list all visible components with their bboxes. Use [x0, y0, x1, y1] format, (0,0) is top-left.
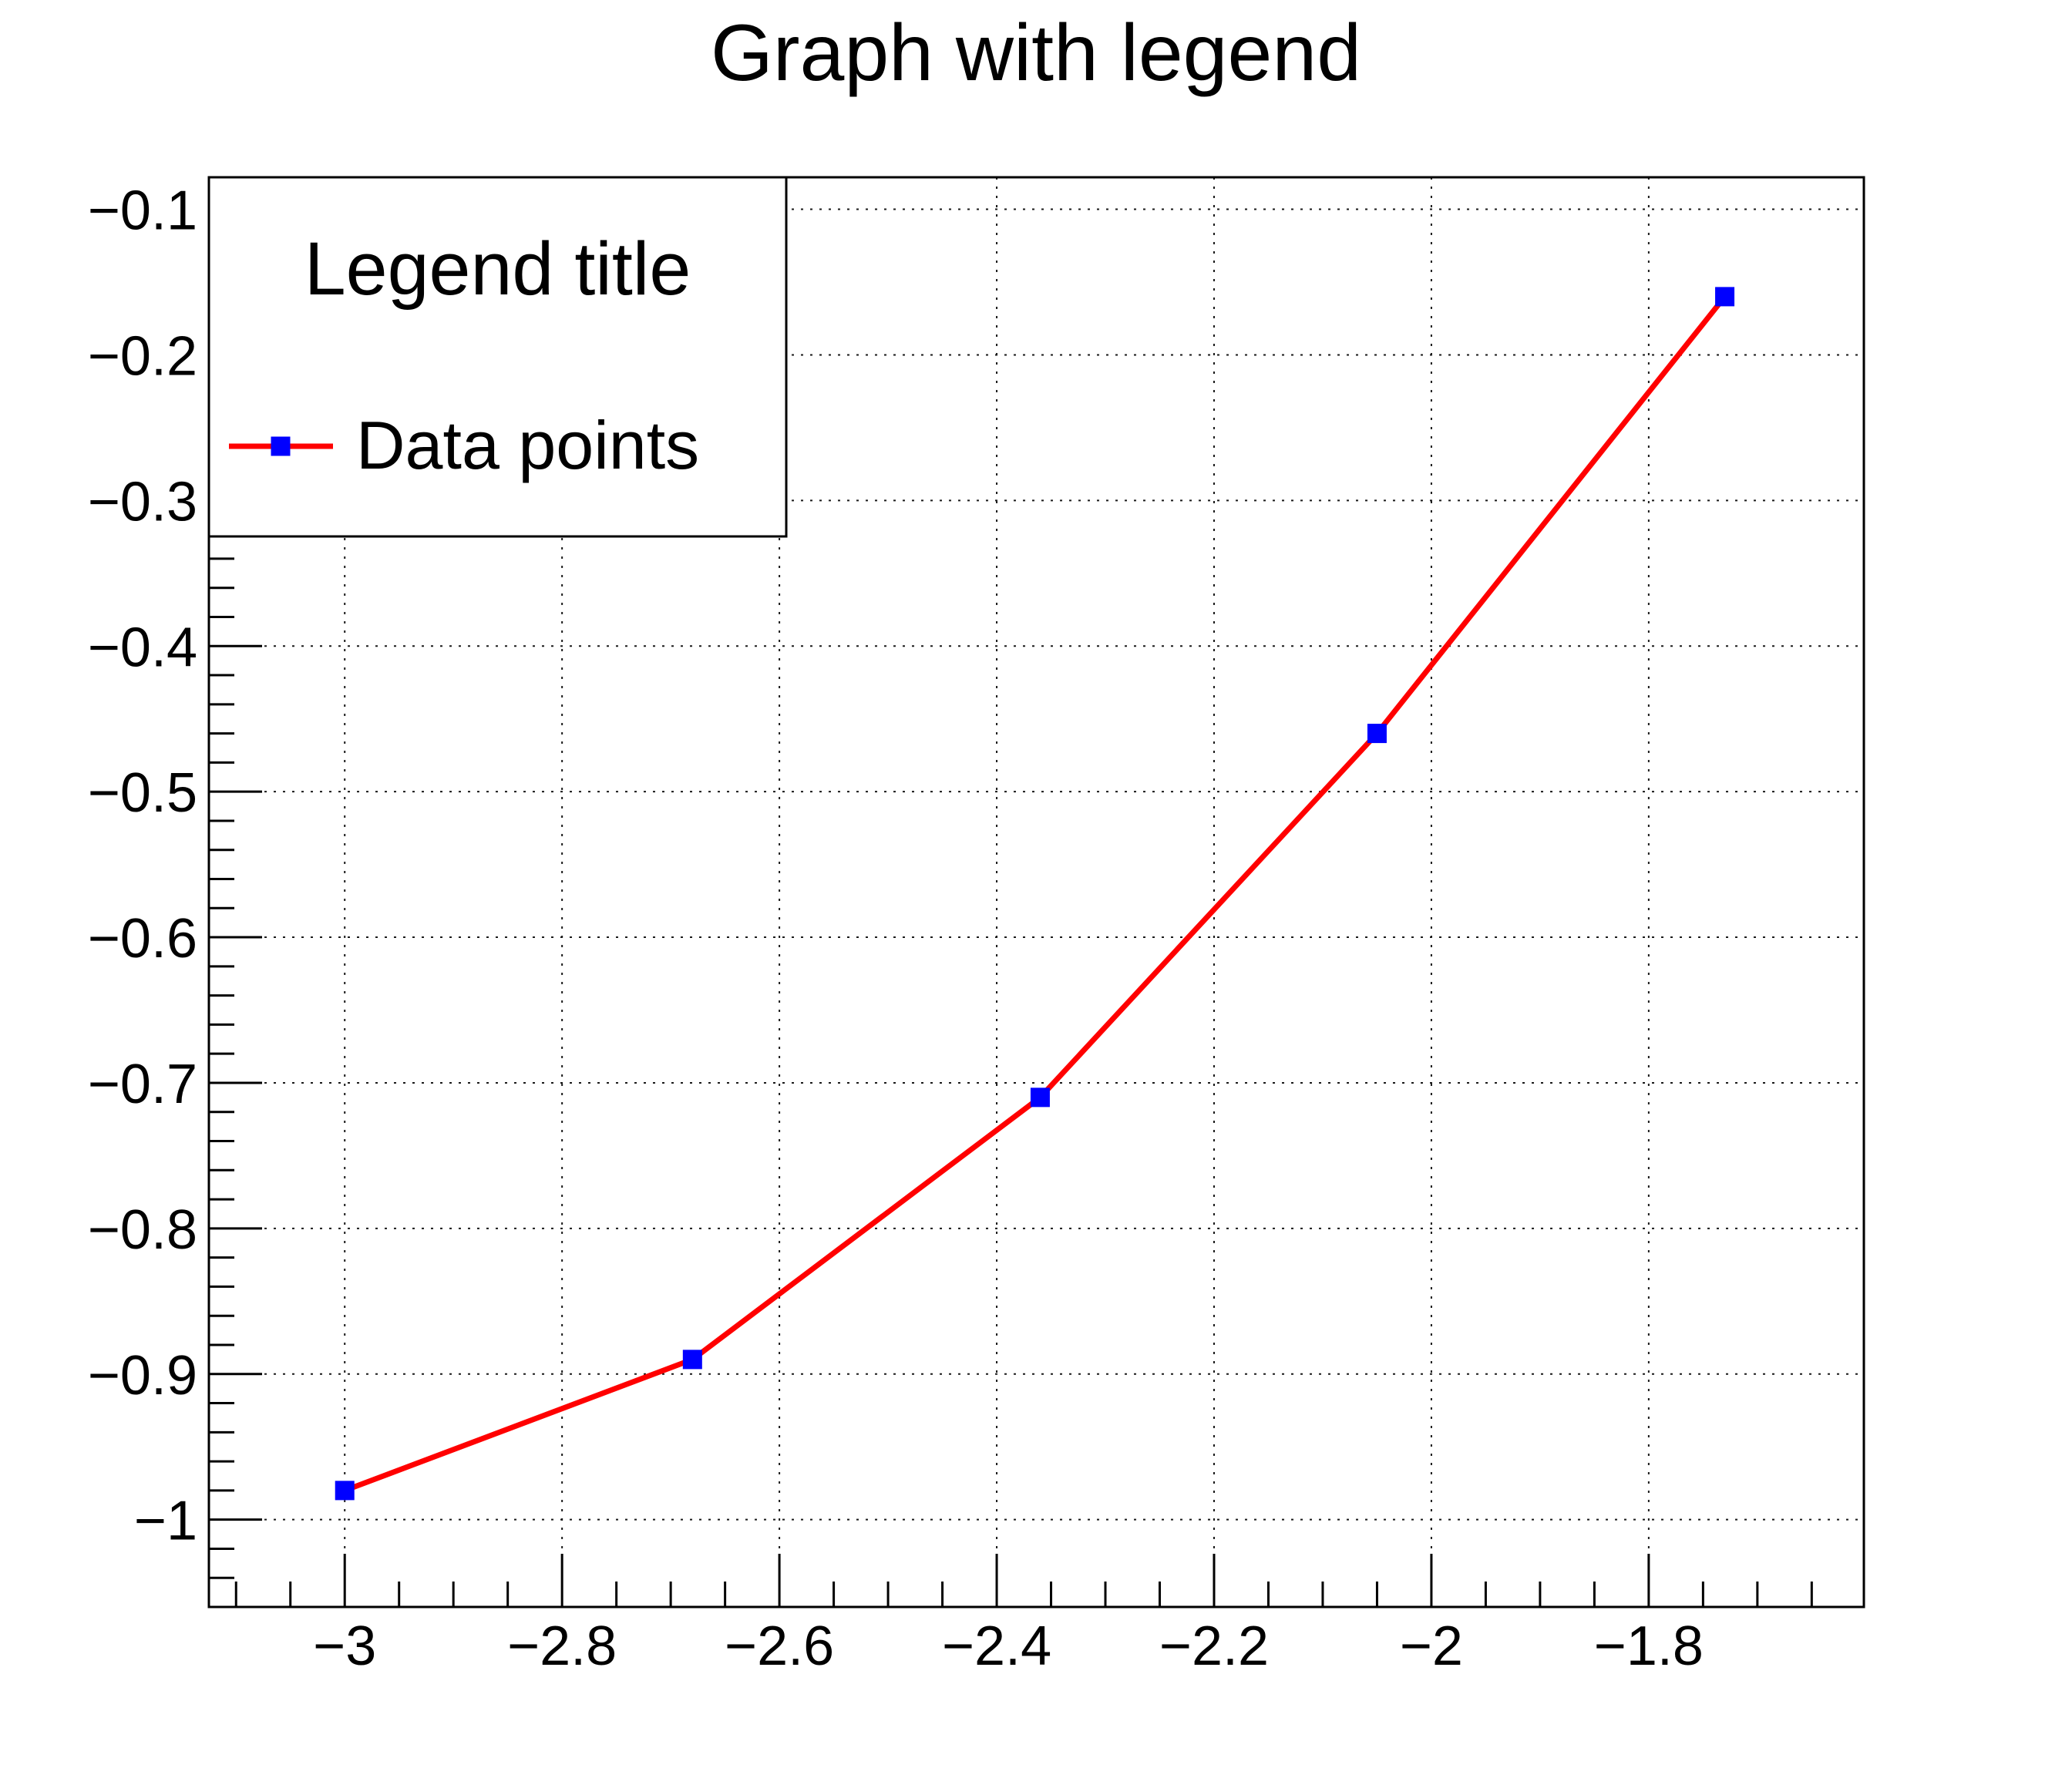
- y-tick-label: −0.3: [88, 471, 197, 533]
- data-point-marker: [1367, 724, 1387, 744]
- x-tick-label: −2.2: [1159, 1615, 1269, 1677]
- y-tick-label: −0.4: [88, 617, 197, 678]
- x-axis-labels: −3 −2.8 −2.6 −2.4 −2.2 −2 −1.8: [313, 1615, 1704, 1677]
- y-tick-label: −0.5: [88, 762, 197, 824]
- data-point-marker: [1715, 287, 1735, 307]
- y-tick-label: −1: [134, 1491, 197, 1552]
- legend: Legend title Data points: [207, 176, 788, 538]
- data-series: [335, 287, 1735, 1501]
- x-tick-label: −2.8: [507, 1615, 617, 1677]
- y-tick-label: −0.6: [88, 908, 197, 970]
- y-tick-label: −0.9: [88, 1345, 197, 1407]
- legend-entry-label: Data points: [356, 407, 699, 483]
- y-tick-label: −0.1: [88, 180, 197, 242]
- y-tick-label: −0.2: [88, 325, 197, 387]
- page-title: Graph with legend: [711, 8, 1361, 98]
- gridlines: [209, 177, 1864, 1607]
- y-axis-labels: −0.1 −0.2 −0.3 −0.4 −0.5 −0.6 −0.7 −0.8 −0.9 −1: [88, 180, 197, 1552]
- y-tick-label: −0.8: [88, 1199, 197, 1261]
- x-tick-label: −1.8: [1594, 1615, 1704, 1677]
- data-markers: [335, 287, 1735, 1501]
- legend-title: Legend title: [304, 227, 691, 311]
- x-tick-label: −2: [1400, 1615, 1463, 1677]
- data-point-marker: [682, 1350, 702, 1370]
- y-tick-label: −0.7: [88, 1054, 197, 1115]
- x-tick-label: −3: [313, 1615, 376, 1677]
- data-point-marker: [1030, 1087, 1050, 1108]
- x-tick-label: −2.6: [725, 1615, 834, 1677]
- plot-frame: [207, 176, 1865, 1609]
- x-tick-label: −2.4: [942, 1615, 1051, 1677]
- legend-box: [207, 176, 788, 538]
- data-point-marker: [335, 1481, 355, 1501]
- legend-marker-square-icon: [271, 436, 291, 456]
